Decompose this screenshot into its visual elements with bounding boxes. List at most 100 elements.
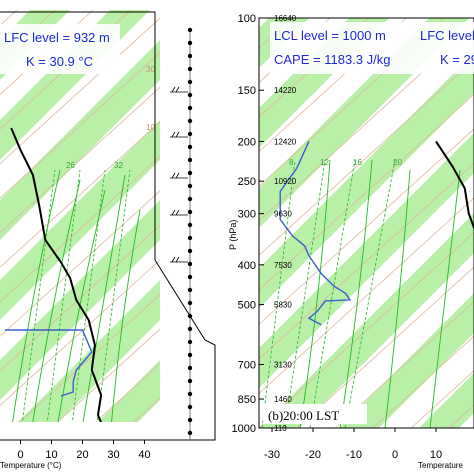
right-adiabats	[259, 18, 474, 428]
wind-dot	[187, 157, 193, 163]
left-panel: LFC level = 932 m K = 30.9 °C 26 32 30 1…	[0, 10, 474, 470]
right-adiabat-line	[259, 128, 474, 325]
wind-dot	[187, 131, 193, 137]
wind-barb-flag	[171, 86, 176, 93]
left-green-curve	[57, 189, 106, 422]
right-height-label: 1460	[274, 395, 292, 404]
left-adiabat-line	[0, 52, 160, 199]
right-height-label: 7530	[274, 261, 292, 270]
left-adiabat-line	[19, 294, 160, 422]
right-isotherm-label-20: 20	[393, 158, 402, 167]
left-adiabat-label-10: 10	[146, 123, 155, 132]
left-green-curve	[12, 169, 61, 422]
left-axes-frame	[0, 11, 216, 441]
left-adiabat-line	[0, 121, 160, 268]
right-lcl-annotation: LCL level = 1000 m	[274, 28, 386, 43]
right-green-band	[259, 213, 474, 428]
wind-dot	[187, 339, 193, 345]
right-height-label: 3130	[274, 360, 292, 369]
right-y-axis-label: P (hPa)	[228, 220, 238, 250]
wind-dot	[187, 118, 193, 124]
wind-dot	[187, 222, 193, 228]
left-adiabat-line	[0, 155, 160, 303]
right-adiabat-line	[296, 266, 474, 428]
wind-dot	[187, 79, 193, 85]
left-k-annotation: K = 30.9 °C	[26, 54, 93, 69]
right-height-label: 5830	[274, 301, 292, 310]
left-adiabat-line	[0, 10, 94, 96]
right-adiabat-line	[259, 59, 474, 256]
right-x-tick-label: 0	[392, 449, 398, 461]
left-annotation-box	[0, 24, 120, 74]
right-green-curve	[309, 159, 356, 428]
wind-dot	[187, 417, 193, 423]
wind-dot	[187, 105, 193, 111]
right-isotherm-label-12: 12	[320, 158, 329, 167]
right-panel-title: (b)20:00 LST	[268, 408, 339, 423]
right-adiabat-line	[372, 335, 474, 428]
left-green-curve	[32, 179, 81, 422]
wind-dot	[187, 326, 193, 332]
left-green-curve	[46, 169, 81, 422]
wind-dot	[187, 430, 193, 436]
right-x-ticks: -30 -20 -10 0 10	[264, 428, 442, 461]
right-green-curve	[339, 159, 373, 428]
wind-dot	[187, 365, 193, 371]
left-adiabat-label-30: 30	[146, 65, 155, 74]
left-green-band	[0, 120, 160, 320]
left-x-tick-label: 10	[45, 449, 57, 461]
wind-dot	[187, 183, 193, 189]
left-temperature-profile	[10, 127, 103, 422]
right-green-curve	[384, 169, 411, 428]
right-green-curve	[344, 159, 396, 428]
left-dewpoint-profile	[5, 329, 93, 397]
left-green-curve	[71, 169, 106, 422]
right-k-annotation: K = 29	[440, 52, 474, 67]
wind-barb-flag	[171, 172, 176, 179]
right-y-tick-label: 1000	[232, 423, 256, 435]
left-adiabat-line	[0, 86, 160, 234]
wind-dot	[187, 53, 193, 59]
right-x-tick-label: -20	[305, 449, 321, 461]
right-adiabat-line	[259, 18, 369, 118]
left-wind-barbs	[170, 27, 193, 440]
wind-barb-flag	[175, 256, 180, 263]
left-isotherm-label-32: 32	[114, 161, 123, 170]
wind-dot	[187, 287, 193, 293]
left-adiabat-line	[0, 10, 132, 130]
right-y-ticks: 100 150 200 250 300 400 500 700 850 1000	[232, 13, 264, 435]
wind-barb-flag	[175, 172, 180, 179]
right-green-band	[419, 373, 474, 428]
right-lfc-annotation: LFC level	[420, 28, 474, 43]
right-adiabat-line	[259, 18, 445, 187]
wind-dot	[187, 170, 193, 176]
right-x-tick-label: 10	[430, 449, 442, 461]
left-green-curve	[82, 174, 126, 422]
right-height-labels: 16640 14220 12420 10920 9630 7530 5830 3130 1460…	[274, 14, 297, 433]
left-isotherm-label-26: 26	[66, 161, 75, 170]
right-y-tick-label: 250	[238, 176, 256, 188]
left-green-band	[240, 10, 474, 440]
left-green-band	[18, 280, 160, 422]
left-adiabat-line	[0, 17, 160, 165]
right-adiabat-line	[259, 24, 474, 222]
right-y-tick-label: 700	[238, 359, 256, 371]
right-isotherm-label-8: 8	[289, 158, 294, 167]
right-height-label: 12420	[274, 137, 297, 146]
wind-barb-flag	[171, 209, 176, 216]
left-lfc-annotation: LFC level = 932 m	[4, 30, 110, 45]
right-height-label: 14220	[274, 86, 297, 95]
right-axes-frame	[258, 17, 474, 429]
wind-dot	[187, 248, 193, 254]
wind-dot	[187, 313, 193, 319]
left-x-tick-label: 0	[17, 449, 23, 461]
wind-barb-flag	[175, 209, 180, 216]
wind-dot	[187, 391, 193, 397]
left-adiabat-line	[95, 363, 160, 422]
right-green-curve	[429, 169, 461, 428]
right-adiabat-line	[259, 232, 474, 428]
right-green-band	[0, 18, 229, 428]
right-green-curve	[299, 159, 331, 428]
wind-dot	[187, 209, 193, 215]
